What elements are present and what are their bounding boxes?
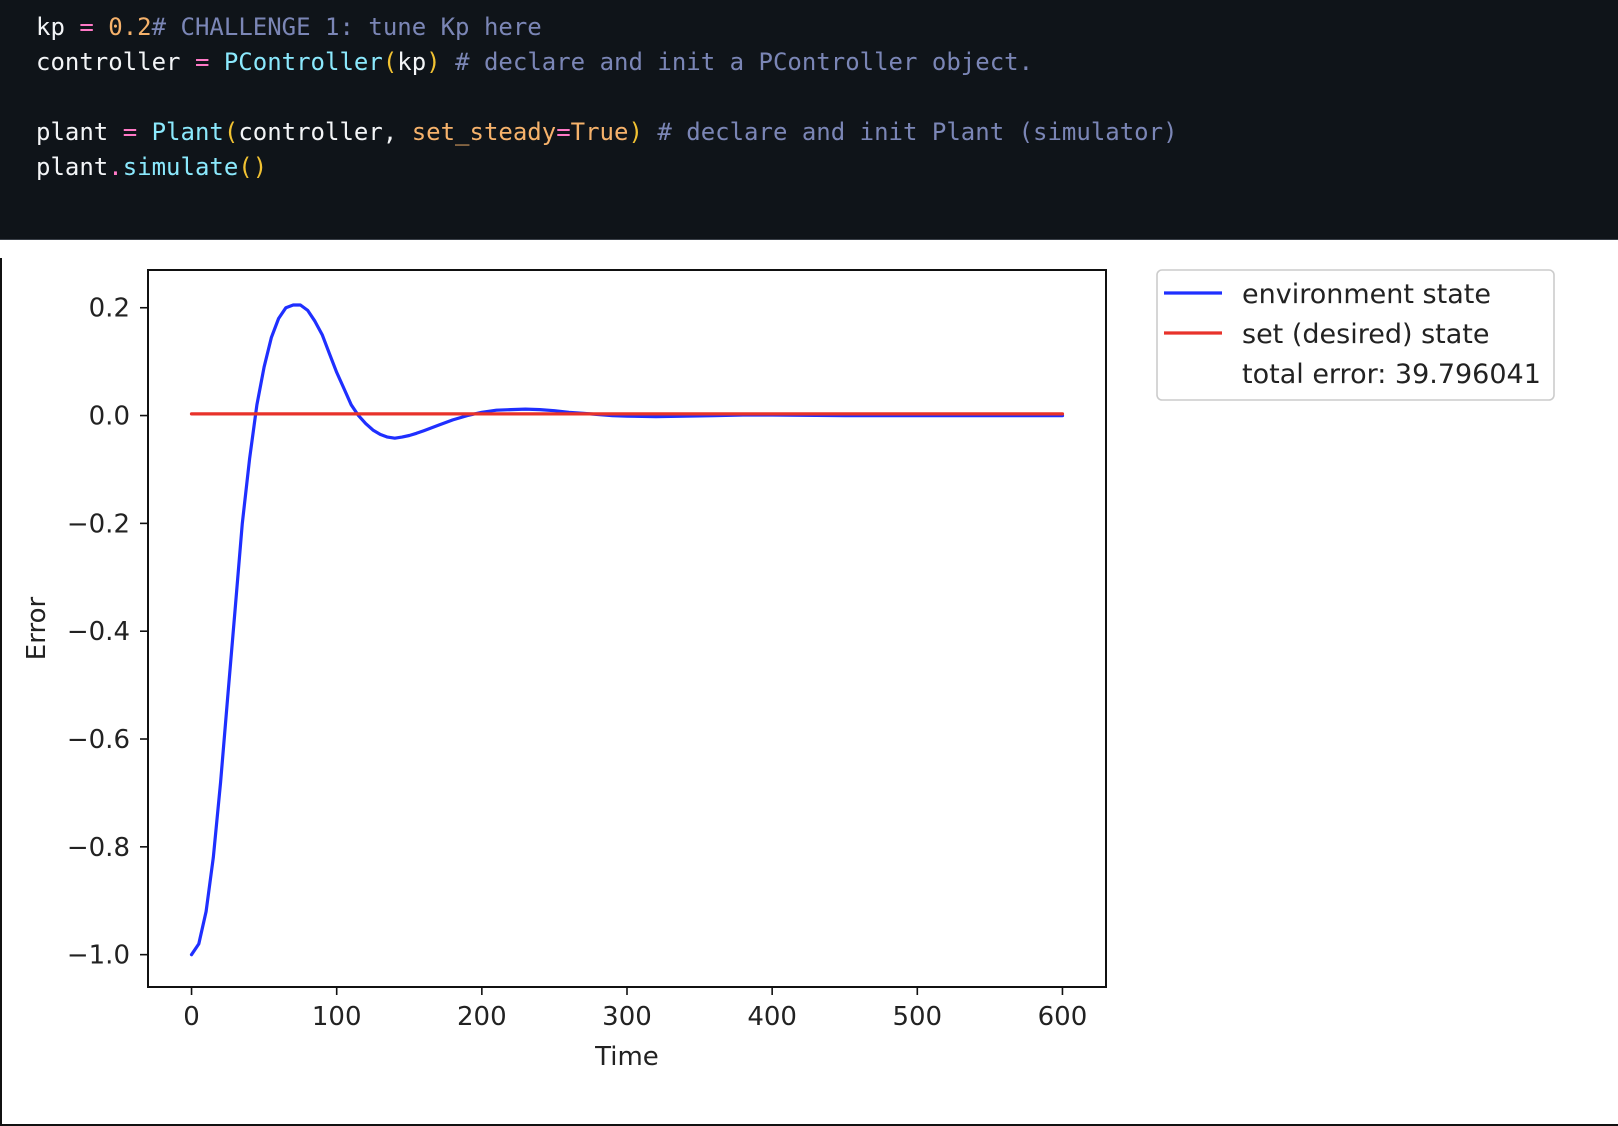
code-token: ) — [426, 48, 441, 76]
code-token: PController — [223, 48, 383, 76]
code-line: plant = Plant(controller, set_steady=Tru… — [36, 117, 1178, 147]
code-token: = — [64, 13, 109, 41]
code-token: = — [108, 118, 152, 146]
code-line: controller = PController(kp) # declare a… — [36, 47, 1033, 77]
y-tick-label: −0.4 — [67, 617, 130, 647]
code-token: kp — [397, 48, 427, 76]
y-tick-label: −1.0 — [67, 941, 130, 971]
legend-set-label: set (desired) state — [1242, 319, 1489, 350]
x-tick-label: 100 — [312, 1002, 362, 1032]
y-tick-label: 0.2 — [89, 294, 130, 324]
code-token: controller, — [238, 118, 412, 146]
x-tick-label: 400 — [747, 1002, 797, 1032]
error-plot: 0 100 200 300 400 500 600 −1.0 −0.8 −0.6 −0.4 −0.2 0… — [22, 269, 1555, 1072]
code-token: 0.2 — [108, 13, 152, 41]
x-tick-label: 0 — [183, 1002, 200, 1032]
code-token: # declare and init a PController object. — [440, 48, 1034, 76]
code-token: ( — [223, 118, 239, 146]
y-axis-label: Error — [22, 597, 52, 661]
y-tick-label: −0.6 — [67, 725, 130, 755]
code-token: # declare and init Plant (simulator) — [642, 118, 1178, 146]
code-line: kp = 0.2# CHALLENGE 1: tune Kp here — [36, 12, 542, 42]
code-token: set_steady — [411, 118, 557, 146]
x-tick-label: 300 — [602, 1002, 652, 1032]
code-token: kp — [36, 13, 65, 41]
y-tick-label: −0.2 — [67, 509, 130, 539]
code-cell[interactable]: kp = 0.2# CHALLENGE 1: tune Kp here contr… — [0, 0, 1618, 240]
code-token: . — [108, 153, 123, 181]
code-token: plant — [36, 153, 109, 181]
code-token: ( — [382, 48, 398, 76]
code-token: = — [556, 118, 571, 146]
environment-state-line — [189, 303, 1065, 957]
code-token: Plant — [151, 118, 224, 146]
code-token: = — [180, 48, 224, 76]
legend-box — [1156, 269, 1555, 401]
legend-total-error: total error: 39.796041 — [1242, 359, 1541, 390]
code-line: plant.simulate() — [36, 152, 267, 182]
plot-frame — [147, 269, 1107, 988]
code-token: plant — [36, 118, 109, 146]
x-tick-label: 600 — [1038, 1002, 1088, 1032]
x-tick-label: 500 — [892, 1002, 942, 1032]
cell-output: 0 100 200 300 400 500 600 −1.0 −0.8 −0.6 −0.4 −0.2 0… — [0, 258, 1618, 1126]
x-axis-label: Time — [594, 1042, 659, 1072]
legend-environment-label: environment state — [1242, 279, 1491, 310]
code-token: # CHALLENGE 1: tune Kp here — [151, 13, 542, 41]
x-tick-label: 200 — [457, 1002, 507, 1032]
code-token: ) — [628, 118, 643, 146]
code-token: True — [570, 118, 629, 146]
code-token: () — [238, 153, 268, 181]
code-token: simulate — [122, 153, 239, 181]
code-token: controller — [36, 48, 181, 76]
y-tick-label: 0.0 — [89, 402, 130, 432]
y-tick-label: −0.8 — [67, 833, 130, 863]
